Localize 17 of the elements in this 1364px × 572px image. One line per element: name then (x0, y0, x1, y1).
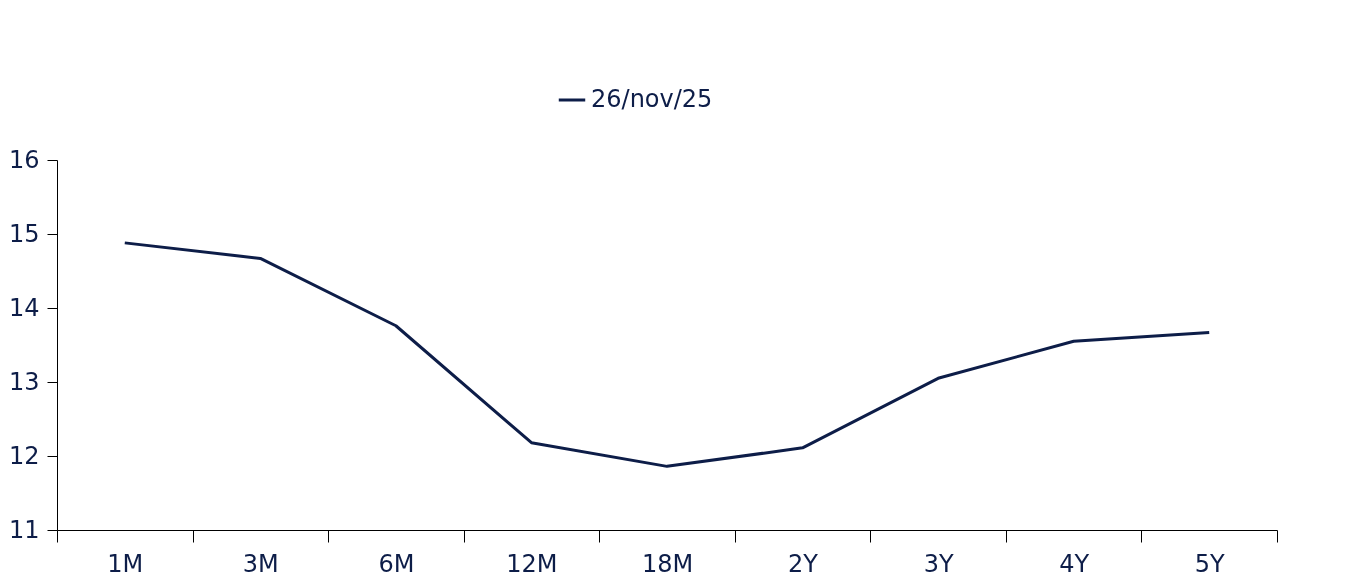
x-tick-label: 4Y (1059, 549, 1090, 572)
y-tick-label: 12 (8, 441, 40, 470)
x-tick-label: 2Y (788, 549, 819, 572)
x-tick-label: 3Y (923, 549, 954, 572)
legend-label: 26/nov/25 (591, 85, 713, 113)
x-tick-label: 18M (641, 549, 694, 572)
y-tick-label: 15 (8, 219, 40, 248)
x-tick-label: 6M (378, 549, 415, 572)
x-tick-label: 3M (242, 549, 279, 572)
y-tick-label: 11 (8, 515, 40, 544)
line-series (123, 241, 1211, 468)
x-tick-label: 1M (107, 549, 144, 572)
x-tick-label: 5Y (1194, 549, 1226, 572)
y-tick-label: 16 (8, 145, 40, 174)
y-tick-label: 13 (8, 367, 40, 396)
y-tick-label: 14 (8, 293, 40, 322)
x-tick-label: 12M (506, 549, 558, 572)
